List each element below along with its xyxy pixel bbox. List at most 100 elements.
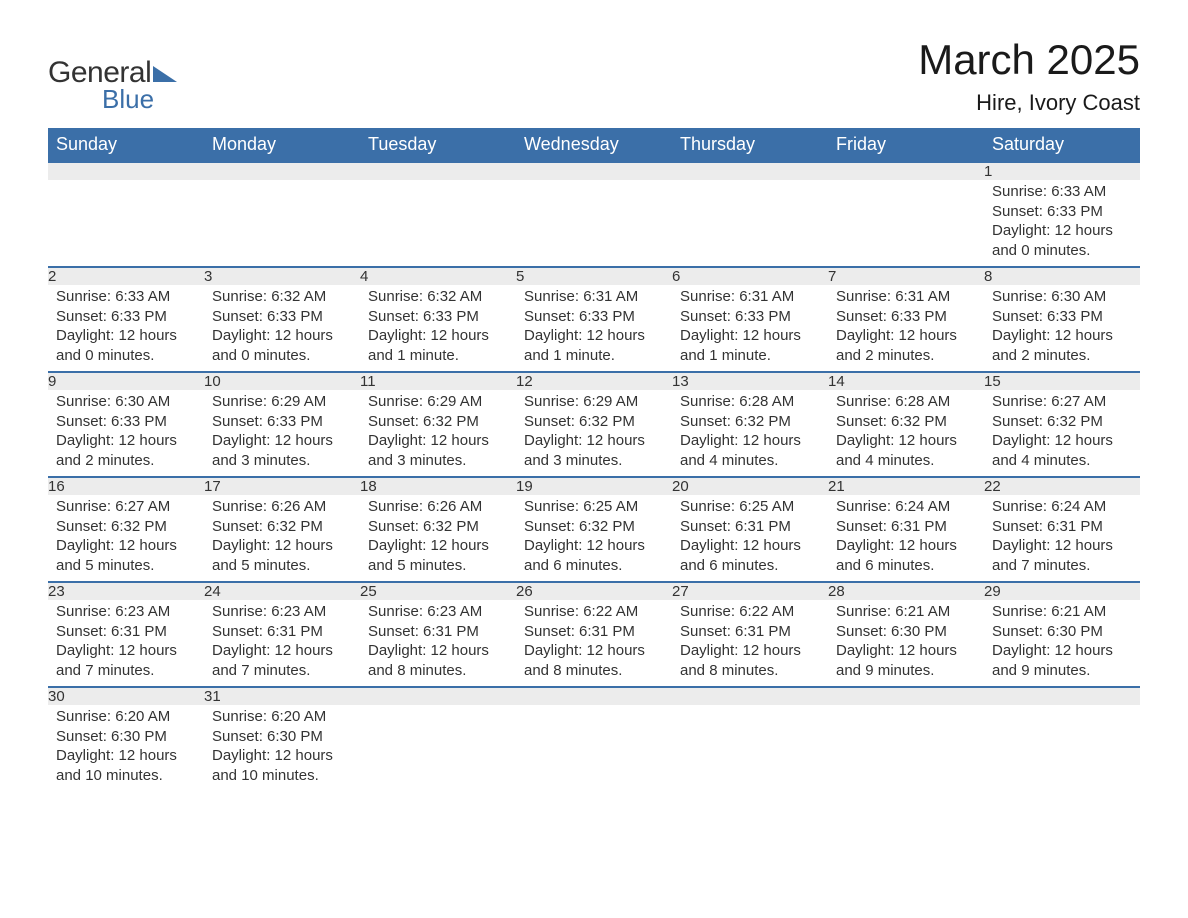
- day-body-cell: [672, 705, 828, 791]
- day-body-cell: [672, 180, 828, 267]
- day-number-cell: 12: [516, 372, 672, 390]
- weekday-header: Monday: [204, 128, 360, 162]
- sunset-line: Sunset: 6:33 PM: [212, 307, 352, 327]
- weekday-header: Saturday: [984, 128, 1140, 162]
- day-number-cell: 4: [360, 267, 516, 285]
- day-number-cell: 26: [516, 582, 672, 600]
- logo-word-blue: Blue: [102, 84, 177, 115]
- day-number-cell: 30: [48, 687, 204, 705]
- sunset-line: Sunset: 6:32 PM: [212, 517, 352, 537]
- daylight-line: Daylight: 12 hours and 3 minutes.: [524, 431, 664, 470]
- sunrise-line: Sunrise: 6:21 AM: [836, 602, 976, 622]
- sunset-line: Sunset: 6:33 PM: [524, 307, 664, 327]
- day-body-cell: [204, 180, 360, 267]
- day-body-cell: Sunrise: 6:23 AMSunset: 6:31 PMDaylight:…: [360, 600, 516, 687]
- calendar-table: SundayMondayTuesdayWednesdayThursdayFrid…: [48, 128, 1140, 791]
- weekday-header: Sunday: [48, 128, 204, 162]
- daylight-line: Daylight: 12 hours and 2 minutes.: [992, 326, 1132, 365]
- day-body-cell: [360, 180, 516, 267]
- day-body-cell: Sunrise: 6:26 AMSunset: 6:32 PMDaylight:…: [204, 495, 360, 582]
- sunset-line: Sunset: 6:31 PM: [680, 517, 820, 537]
- daylight-line: Daylight: 12 hours and 10 minutes.: [56, 746, 196, 785]
- sunset-line: Sunset: 6:30 PM: [836, 622, 976, 642]
- day-number-cell: 8: [984, 267, 1140, 285]
- daylight-line: Daylight: 12 hours and 5 minutes.: [368, 536, 508, 575]
- day-number-cell: 15: [984, 372, 1140, 390]
- daylight-line: Daylight: 12 hours and 0 minutes.: [56, 326, 196, 365]
- header: General Blue March 2025 Hire, Ivory Coas…: [48, 36, 1140, 116]
- sunset-line: Sunset: 6:30 PM: [56, 727, 196, 747]
- daylight-line: Daylight: 12 hours and 9 minutes.: [992, 641, 1132, 680]
- daylight-line: Daylight: 12 hours and 1 minute.: [524, 326, 664, 365]
- daylight-line: Daylight: 12 hours and 2 minutes.: [56, 431, 196, 470]
- sunset-line: Sunset: 6:33 PM: [56, 412, 196, 432]
- day-body-cell: Sunrise: 6:25 AMSunset: 6:31 PMDaylight:…: [672, 495, 828, 582]
- day-body-cell: Sunrise: 6:21 AMSunset: 6:30 PMDaylight:…: [984, 600, 1140, 687]
- sunrise-line: Sunrise: 6:30 AM: [56, 392, 196, 412]
- day-body-row: Sunrise: 6:27 AM Sunset: 6:32 PM Daylight:…: [48, 495, 1140, 582]
- day-number-cell: 21: [828, 477, 984, 495]
- day-body-row: Sunrise: 6:30 AMSunset: 6:33 PMDaylight:…: [48, 390, 1140, 477]
- daylight-line: Daylight: 12 hours and 1 minute.: [680, 326, 820, 365]
- day-number-cell: 31: [204, 687, 360, 705]
- sunrise-line: Sunrise: 6:26 AM: [212, 497, 352, 517]
- day-number-cell: 6: [672, 267, 828, 285]
- sunset-line: Sunset: 6:31 PM: [524, 622, 664, 642]
- daylight-line: Daylight: 12 hours and 10 minutes.: [212, 746, 352, 785]
- sunrise-line: Sunrise: 6:22 AM: [680, 602, 820, 622]
- sunrise-line: Sunrise: 6:32 AM: [368, 287, 508, 307]
- day-body-cell: [828, 705, 984, 791]
- day-number-cell: 9: [48, 372, 204, 390]
- day-body-cell: Sunrise: 6:22 AMSunset: 6:31 PMDaylight:…: [672, 600, 828, 687]
- day-body-cell: [48, 180, 204, 267]
- day-number-cell: 5: [516, 267, 672, 285]
- day-number-cell: 17: [204, 477, 360, 495]
- day-body-cell: Sunrise: 6:28 AMSunset: 6:32 PMDaylight:…: [672, 390, 828, 477]
- sunset-line: Sunset: 6:32 PM: [368, 412, 508, 432]
- day-number-row: 9101112131415: [48, 372, 1140, 390]
- sunrise-line: Sunrise: 6:27 AM: [992, 392, 1132, 412]
- day-number-cell: [828, 687, 984, 705]
- sunset-line: Sunset: 6:31 PM: [212, 622, 352, 642]
- sunrise-line: Sunrise: 6:28 AM: [836, 392, 976, 412]
- day-body-cell: Sunrise: 6:30 AMSunset: 6:33 PMDaylight:…: [48, 390, 204, 477]
- day-body-cell: [360, 705, 516, 791]
- day-body-cell: Sunrise: 6:33 AMSunset: 6:33 PMDaylight:…: [984, 180, 1140, 267]
- day-number-row: 2345678: [48, 267, 1140, 285]
- day-number-cell: 13: [672, 372, 828, 390]
- day-number-row: 23242526272829: [48, 582, 1140, 600]
- daylight-line: Daylight: 12 hours and 9 minutes.: [836, 641, 976, 680]
- sunrise-line: Sunrise: 6:20 AM: [56, 707, 196, 727]
- daylight-line: Daylight: 12 hours and 6 minutes.: [680, 536, 820, 575]
- sunrise-line: Sunrise: 6:23 AM: [56, 602, 196, 622]
- day-number-cell: 18: [360, 477, 516, 495]
- weekday-header: Friday: [828, 128, 984, 162]
- sunrise-line: Sunrise: 6:30 AM: [992, 287, 1132, 307]
- sunset-line: Sunset: 6:31 PM: [836, 517, 976, 537]
- sunrise-line: Sunrise: 6:25 AM: [680, 497, 820, 517]
- day-body-cell: Sunrise: 6:29 AMSunset: 6:33 PMDaylight:…: [204, 390, 360, 477]
- day-number-cell: [360, 687, 516, 705]
- day-number-cell: [672, 687, 828, 705]
- day-body-cell: Sunrise: 6:26 AMSunset: 6:32 PMDaylight:…: [360, 495, 516, 582]
- day-body-cell: Sunrise: 6:30 AMSunset: 6:33 PMDaylight:…: [984, 285, 1140, 372]
- sunrise-line: Sunrise: 6:23 AM: [368, 602, 508, 622]
- day-number-cell: 28: [828, 582, 984, 600]
- sunset-line: Sunset: 6:31 PM: [992, 517, 1132, 537]
- daylight-line: Daylight: 12 hours and 4 minutes.: [836, 431, 976, 470]
- day-number-row: 3031: [48, 687, 1140, 705]
- day-number-cell: 10: [204, 372, 360, 390]
- day-body-cell: Sunrise: 6:32 AMSunset: 6:33 PMDaylight:…: [204, 285, 360, 372]
- daylight-line: Daylight: 12 hours and 0 minutes.: [992, 221, 1132, 260]
- day-number-cell: [48, 162, 204, 180]
- logo: General Blue: [48, 36, 177, 115]
- day-number-cell: [516, 687, 672, 705]
- day-number-cell: 11: [360, 372, 516, 390]
- weekday-header: Thursday: [672, 128, 828, 162]
- sunrise-line: Sunrise: 6:33 AM: [56, 287, 196, 307]
- sunrise-line: Sunrise: 6:31 AM: [524, 287, 664, 307]
- logo-triangle-icon: [153, 66, 177, 82]
- sunset-line: Sunset: 6:32 PM: [524, 412, 664, 432]
- sunrise-line: Sunrise: 6:27 AM: [56, 497, 196, 517]
- day-body-row: Sunrise: 6:33 AMSunset: 6:33 PMDaylight:…: [48, 180, 1140, 267]
